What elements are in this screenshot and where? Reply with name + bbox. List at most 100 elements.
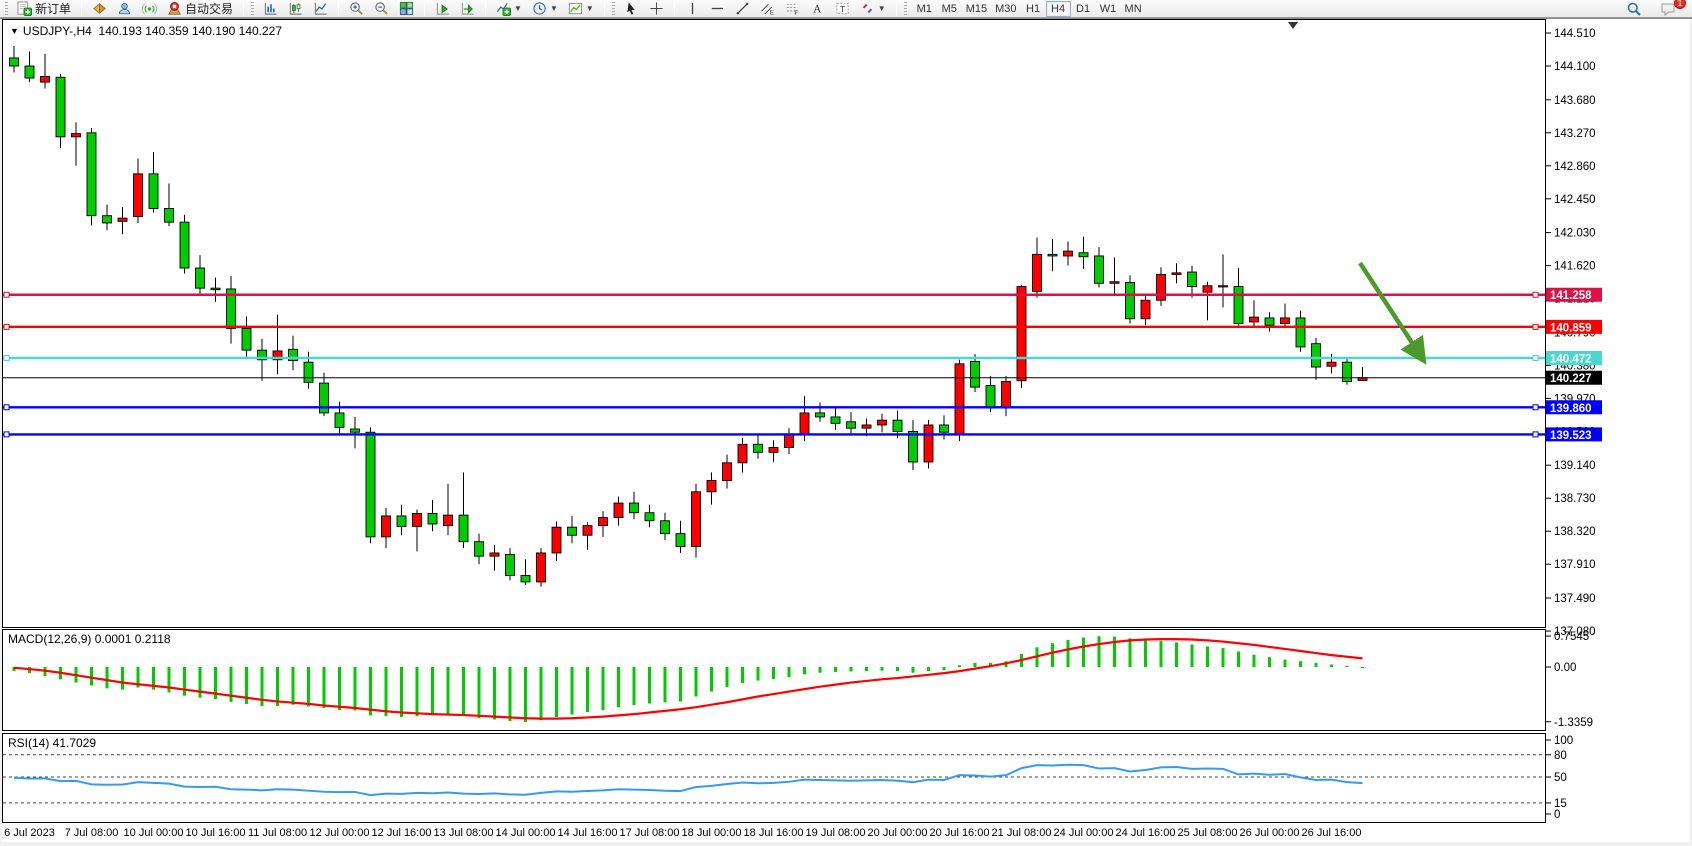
timeframe-button-m15[interactable]: M15 (965, 2, 988, 15)
line-handle[interactable] (3, 404, 10, 411)
text-label-tool-button[interactable]: T (831, 0, 854, 17)
line-handle[interactable] (1532, 355, 1539, 362)
line-handle[interactable] (3, 431, 10, 438)
auto-scroll-button[interactable] (431, 0, 454, 17)
timeframe-button-m30[interactable]: M30 (995, 2, 1017, 15)
crosshair-icon (649, 1, 664, 16)
macd-histogram-bar (927, 667, 930, 672)
candlestick-chart-button[interactable] (284, 0, 307, 17)
timeframe-button-h4[interactable]: H4 (1045, 0, 1071, 17)
chart-title: ▼ USDJPY-,H4 140.193 140.359 140.190 140.… (10, 24, 282, 38)
periods-button[interactable]: ▼ (528, 0, 562, 17)
tile-windows-button[interactable] (395, 0, 418, 17)
timeframe-button-h1[interactable]: H1 (1026, 2, 1041, 15)
price-tick-label: 138.320 (1554, 526, 1596, 538)
macd-histogram-bar (353, 667, 357, 711)
line-handle[interactable] (1532, 323, 1539, 330)
main-toolbar: 新订单 自动交易 ▼ ▼ ▼ E (0, 0, 1692, 18)
arrows-tool-button[interactable]: ▼ (856, 0, 890, 17)
timeframe-button-m1[interactable]: M1 (916, 2, 932, 15)
new-order-label: 新订单 (35, 2, 72, 16)
price-line-label: 139.860 (1550, 403, 1592, 415)
line-handle[interactable] (1532, 431, 1539, 438)
macd-histogram-bar (911, 667, 915, 673)
date-label: 6 Jul 2023 (4, 827, 55, 839)
date-label: 14 Jul 00:00 (496, 827, 556, 839)
candle-down (1342, 361, 1352, 382)
candle-up (1202, 285, 1213, 293)
horizontal-line-tool-button[interactable] (706, 0, 729, 17)
line-chart-button[interactable] (309, 0, 332, 17)
channel-tool-button[interactable]: E (756, 0, 779, 17)
svg-text:A: A (813, 4, 822, 16)
timeframe-button-mn[interactable]: MN (1124, 2, 1142, 15)
community-button[interactable] (113, 0, 136, 17)
timeframe-button-w1[interactable]: W1 (1099, 2, 1117, 15)
cursor-tool-button[interactable] (620, 0, 643, 17)
trend-arrow[interactable] (1358, 261, 1427, 365)
macd-histogram-bar (431, 667, 434, 716)
candle-up (1032, 253, 1042, 292)
line-chart-icon (313, 1, 328, 16)
vertical-line-tool-button[interactable] (681, 0, 704, 17)
candle-down (334, 412, 345, 428)
chart-shift-marker-icon[interactable] (1288, 22, 1298, 29)
trendline-tool-button[interactable] (731, 0, 754, 17)
price-tick-label: 137.490 (1554, 593, 1596, 605)
macd-histogram-bar (632, 667, 636, 706)
templates-button[interactable]: ▼ (564, 0, 598, 17)
candle-down (164, 208, 174, 223)
line-handle[interactable] (3, 323, 10, 330)
timeframe-button-m5[interactable]: M5 (941, 2, 957, 15)
chart-area[interactable]: 144.510 144.100 143.680 143.270 142.860 142.4… (0, 18, 1692, 846)
line-handle[interactable] (3, 291, 10, 298)
macd-histogram-bar (1113, 636, 1116, 667)
line-handle[interactable] (1532, 404, 1539, 411)
candle-down (660, 520, 670, 535)
macd-histogram-bar (989, 662, 992, 667)
text-tool-button[interactable]: A (806, 0, 829, 17)
date-label: 19 Jul 08:00 (806, 827, 866, 839)
zoom-out-button[interactable] (370, 0, 393, 17)
new-order-button[interactable]: 新订单 (13, 0, 75, 17)
search-button[interactable] (1622, 0, 1646, 17)
dropdown-caret-icon: ▼ (549, 3, 558, 13)
signal-button[interactable] (138, 0, 161, 17)
candle-down (1295, 317, 1306, 348)
chart-dropdown-icon[interactable]: ▼ (10, 26, 19, 36)
notifications-button[interactable]: 1 (1656, 0, 1686, 17)
macd-histogram-bar (183, 667, 186, 696)
indicators-button[interactable]: ▼ (492, 0, 526, 17)
community-icon (117, 1, 132, 16)
toolbar-separator (895, 1, 897, 16)
chart-shift-button[interactable] (456, 0, 479, 17)
line-handle[interactable] (1532, 291, 1539, 298)
candle-up (443, 514, 453, 527)
macd-signal-line (13, 638, 1363, 720)
line-handle[interactable] (3, 355, 10, 362)
auto-trading-button[interactable]: 自动交易 (163, 0, 237, 17)
macd-histogram-bar (400, 667, 403, 718)
tile-windows-icon (399, 1, 414, 16)
horizontal-line-icon (710, 1, 725, 16)
candle-down (1264, 317, 1275, 326)
bar-chart-button[interactable] (259, 0, 282, 17)
macd-histogram-bar (725, 667, 729, 688)
fibonacci-tool-button[interactable]: F (781, 0, 804, 17)
crosshair-tool-button[interactable] (645, 0, 668, 17)
price-line-label: 140.859 (1550, 322, 1592, 334)
zoom-in-button[interactable] (345, 0, 368, 17)
timeframe-button-d1[interactable]: D1 (1076, 2, 1091, 15)
macd-histogram-bar (307, 667, 310, 707)
toolbar-separator (338, 1, 340, 16)
candle-up (1280, 317, 1290, 325)
date-label: 18 Jul 00:00 (682, 827, 742, 839)
candle-down (427, 513, 438, 525)
candle-down (1047, 253, 1058, 257)
market-watch-button[interactable] (88, 0, 111, 17)
price-line-label-box (1546, 400, 1602, 415)
svg-text:F: F (794, 10, 798, 16)
macd-histogram-bar (679, 667, 682, 702)
macd-histogram-bar (880, 667, 884, 671)
toolbar-separator (673, 1, 675, 16)
